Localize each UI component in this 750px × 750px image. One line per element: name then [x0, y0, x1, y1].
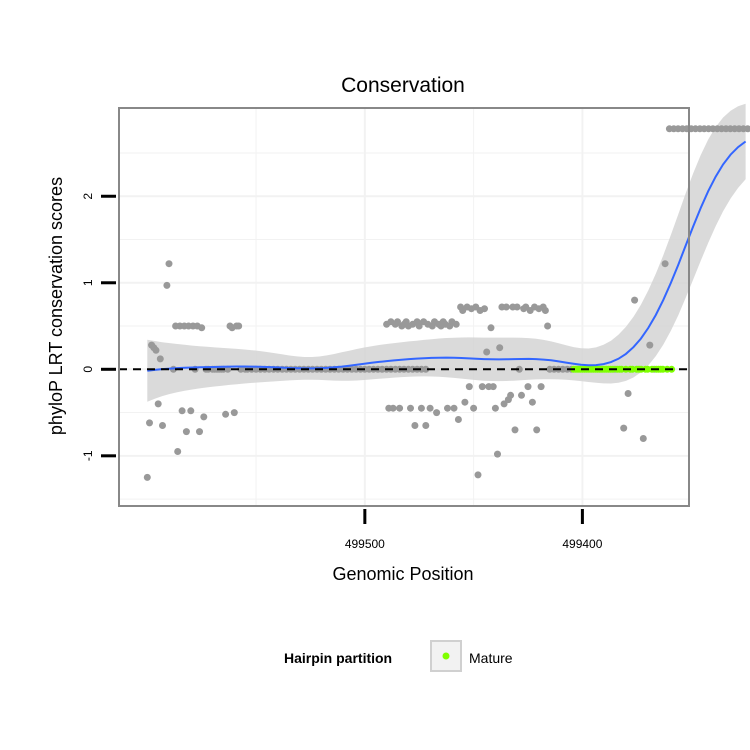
- data-point: [639, 435, 647, 442]
- legend-label-mature: Mature: [469, 650, 513, 666]
- data-point: [461, 398, 469, 406]
- data-point: [222, 410, 230, 418]
- data-point: [411, 422, 419, 429]
- panel-border: [118, 107, 690, 507]
- data-point: [433, 409, 441, 417]
- y-axis-title: phyloP LRT conservation scores: [46, 177, 66, 435]
- data-point: [198, 324, 206, 332]
- data-point: [154, 400, 162, 408]
- data-point: [200, 413, 208, 421]
- x-tick-label: 499500: [345, 537, 385, 551]
- data-point: [487, 324, 495, 332]
- legend: Hairpin partition Mature: [284, 640, 513, 672]
- x-axis-title: Genomic Position: [332, 564, 473, 584]
- data-point: [143, 473, 151, 481]
- data-point: [450, 404, 458, 412]
- chart-title: Conservation: [341, 74, 465, 97]
- x-tick-label: 499400: [562, 537, 602, 551]
- data-point: [426, 404, 434, 412]
- data-point: [494, 450, 501, 458]
- data-point: [146, 419, 153, 427]
- data-point: [631, 296, 639, 304]
- data-point: [230, 409, 238, 417]
- data-point: [394, 318, 401, 326]
- data-point: [470, 404, 478, 412]
- data-point: [661, 260, 669, 268]
- data-point: [474, 471, 482, 479]
- data-point: [500, 400, 508, 408]
- data-point: [513, 303, 521, 311]
- legend-key-point: [442, 652, 450, 660]
- data-point: [624, 390, 632, 397]
- data-point: [511, 426, 519, 434]
- data-point: [396, 404, 404, 412]
- data-point: [744, 125, 750, 133]
- data-point: [182, 428, 190, 436]
- plot-panel: [119, 108, 689, 506]
- data-point: [174, 448, 182, 455]
- smooth-line: [147, 140, 747, 372]
- data-point: [537, 383, 545, 391]
- data-point: [454, 416, 462, 423]
- data-point: [422, 365, 430, 373]
- data-point: [465, 383, 473, 391]
- data-point: [515, 365, 523, 373]
- data-point: [524, 383, 532, 391]
- data-point: [489, 383, 497, 391]
- data-point: [507, 391, 515, 399]
- data-point: [152, 346, 160, 354]
- y-tick-label: -1: [81, 450, 95, 461]
- data-point: [178, 407, 186, 415]
- data-point: [235, 322, 243, 330]
- data-point: [646, 341, 654, 349]
- data-point: [502, 303, 510, 311]
- data-point: [417, 404, 425, 412]
- y-tick-label: 0: [81, 366, 95, 373]
- data-point: [541, 307, 549, 314]
- legend-title: Hairpin partition: [284, 650, 392, 666]
- data-point: [496, 344, 504, 352]
- data-point: [452, 320, 460, 328]
- data-point: [389, 404, 397, 412]
- data-point: [159, 422, 166, 429]
- data-point: [415, 322, 423, 330]
- data-point: [187, 407, 195, 415]
- y-tick-label: 2: [81, 193, 95, 200]
- data-point: [533, 426, 541, 434]
- data-point: [483, 348, 491, 356]
- data-point: [518, 391, 525, 399]
- data-point: [156, 355, 164, 363]
- data-point: [407, 404, 414, 412]
- data-point: [544, 322, 552, 330]
- data-point: [528, 398, 536, 406]
- y-tick-label: 1: [81, 279, 95, 286]
- data-point: [491, 404, 499, 412]
- data-point: [165, 260, 173, 268]
- plot-area: -1 0 1 2 499500 499400: [81, 103, 750, 551]
- data-point: [478, 383, 486, 391]
- data-point: [444, 404, 451, 412]
- data-point: [163, 281, 171, 289]
- data-point: [620, 424, 628, 432]
- data-point: [196, 428, 203, 436]
- data-point: [481, 305, 488, 313]
- data-point: [422, 422, 430, 429]
